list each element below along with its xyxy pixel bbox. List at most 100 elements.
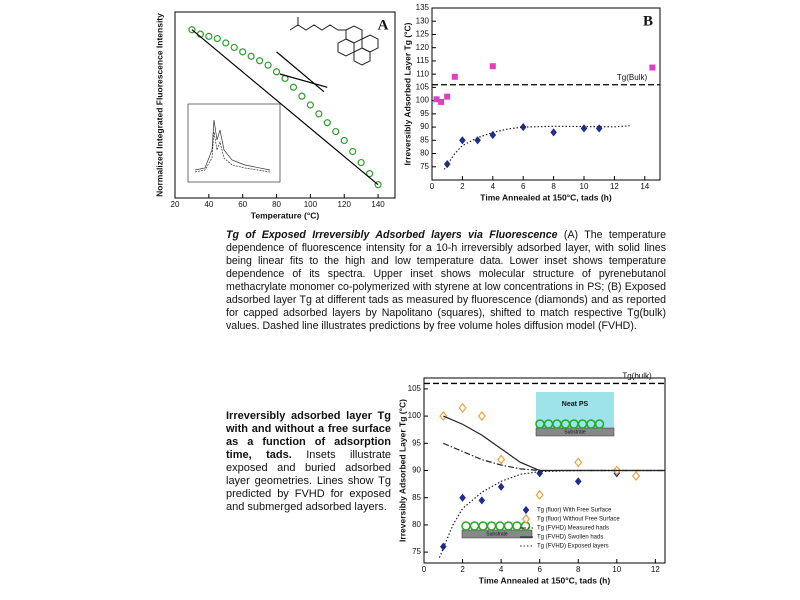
point xyxy=(478,496,486,505)
x-tick-label: 12 xyxy=(651,565,660,574)
x-tick-label: 80 xyxy=(272,200,281,209)
y-tick-label: 115 xyxy=(416,56,429,65)
point xyxy=(519,122,527,132)
point xyxy=(323,119,331,127)
point xyxy=(489,63,496,70)
line xyxy=(443,442,665,472)
inset: Neat PS Substrate Substrate xyxy=(461,392,615,539)
point xyxy=(213,34,221,43)
caption-title: Tg of Exposed Irreversibly Adsorbed laye… xyxy=(226,229,558,241)
point xyxy=(247,52,255,60)
y-tick-label: 120 xyxy=(416,43,430,52)
point xyxy=(289,83,298,91)
inset-chain xyxy=(512,521,522,531)
legend-swatch xyxy=(522,505,530,515)
point xyxy=(366,170,374,178)
plot-frame xyxy=(431,7,661,181)
y-tick-label: 105 xyxy=(416,82,430,91)
x-tick-label: 6 xyxy=(537,565,542,574)
line xyxy=(191,29,379,186)
y-axis-label: Irreversibly Adsorbed Layer Tg (°C) xyxy=(402,22,412,165)
point xyxy=(256,57,264,65)
x-tick-label: 10 xyxy=(580,182,589,191)
point xyxy=(357,158,365,167)
line xyxy=(279,73,328,88)
y-axis-label: Normalized Integrated Fluorescence Inten… xyxy=(154,13,164,197)
point xyxy=(595,124,603,133)
caption-title: Irreversibly adsorbed layer Tg with and … xyxy=(226,410,391,461)
legend-label: Tg (FVHD) Exposed layers xyxy=(537,544,609,550)
point xyxy=(459,493,466,502)
line xyxy=(276,51,325,93)
x-tick-label: 12 xyxy=(610,182,619,191)
legend-label: Tg (FVHD) Measured hads xyxy=(537,526,609,532)
x-tick-label: 8 xyxy=(551,182,556,191)
x-tick-label: 4 xyxy=(491,182,496,191)
legend-label: Tg (fluor) Without Free Surface xyxy=(537,517,620,523)
inset-film xyxy=(536,392,614,428)
point xyxy=(298,92,306,100)
y-tick-label: 85 xyxy=(420,135,429,144)
point xyxy=(374,181,382,189)
y-tick-label: 100 xyxy=(408,411,422,420)
point xyxy=(477,411,486,422)
x-tick-label: 0 xyxy=(430,182,435,191)
reference-label: Tg(bulk) xyxy=(622,372,652,381)
line xyxy=(438,469,665,558)
point xyxy=(536,469,543,478)
point xyxy=(574,457,583,468)
inset-chain xyxy=(469,521,480,531)
panel-label: B xyxy=(643,13,653,29)
y-tick-label: 110 xyxy=(416,69,429,78)
point xyxy=(306,101,314,109)
caption-body: (A) The temperature dependence of fluore… xyxy=(226,229,666,332)
x-tick-label: 6 xyxy=(521,182,526,191)
point xyxy=(458,402,467,413)
y-tick-label: 75 xyxy=(412,547,421,556)
inset-label: Neat PS xyxy=(562,401,589,408)
y-tick-label: 85 xyxy=(412,493,421,502)
caption-top: Tg of Exposed Irreversibly Adsorbed laye… xyxy=(226,229,666,333)
x-axis-label: Time Annealed at 150°C, tads (h) xyxy=(480,192,612,202)
inset-chain xyxy=(486,521,497,531)
x-tick-label: 140 xyxy=(371,200,385,209)
y-tick-label: 125 xyxy=(416,30,430,39)
x-axis-label: Time Annealed at 150°C, tads (h) xyxy=(479,575,611,585)
point xyxy=(550,128,557,137)
plot-frame xyxy=(174,11,396,199)
x-tick-label: 2 xyxy=(460,565,465,574)
point xyxy=(438,98,445,105)
point xyxy=(459,136,466,145)
reference-label: Tg(Bulk) xyxy=(617,73,648,82)
y-axis-label: Irreversibly Adsorbed Layer Tg (°C) xyxy=(397,399,407,542)
point xyxy=(497,482,505,491)
point xyxy=(340,136,348,145)
point xyxy=(188,26,196,34)
point xyxy=(474,136,481,145)
panel-label: A xyxy=(378,17,389,33)
x-tick-label: 2 xyxy=(460,182,465,191)
point xyxy=(444,93,451,100)
point xyxy=(315,110,323,118)
y-tick-label: 130 xyxy=(416,16,430,25)
point xyxy=(574,477,582,486)
inset-chain xyxy=(503,521,514,531)
caption-bottom: Irreversibly adsorbed layer Tg with and … xyxy=(226,410,391,514)
inset-substrate xyxy=(461,529,533,539)
x-tick-label: 100 xyxy=(304,200,318,209)
inset-label: Substrate xyxy=(564,429,586,435)
legend-label: Tg (FVHD) Swollen hads xyxy=(537,535,603,541)
y-tick-label: 95 xyxy=(412,438,421,447)
x-tick-label: 10 xyxy=(612,565,621,574)
y-tick-label: 105 xyxy=(408,384,422,393)
inset-chain xyxy=(478,521,488,531)
molecule-sketch xyxy=(289,17,379,66)
y-tick-label: 135 xyxy=(416,3,430,12)
y-tick-label: 100 xyxy=(416,96,430,105)
x-tick-label: 4 xyxy=(499,565,504,574)
x-tick-label: 40 xyxy=(204,200,213,209)
point xyxy=(205,32,213,40)
caption-body: Insets illustrate exposed and buried ads… xyxy=(226,449,391,513)
